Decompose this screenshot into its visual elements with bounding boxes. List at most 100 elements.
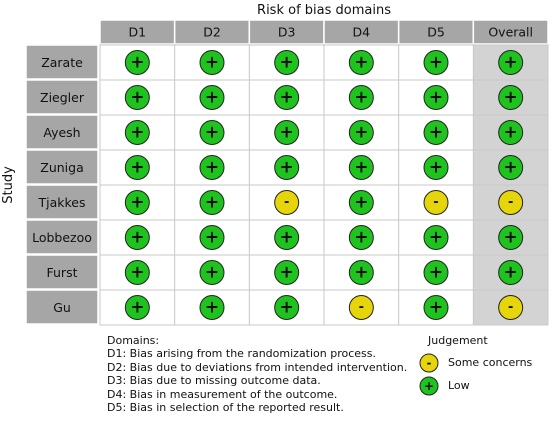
judgement-symbol-zuniga-d4: +	[354, 158, 368, 178]
judgement-symbol-ziegler-d4: +	[354, 88, 368, 108]
study-label-ayesh: Ayesh	[43, 125, 80, 140]
judgement-symbol-furst-d5: +	[429, 263, 443, 283]
judgement-symbol-ayesh-d3: +	[280, 123, 294, 143]
judgement-symbol-furst-d1: +	[130, 263, 144, 283]
judgement-symbol-lobbezoo-d1: +	[130, 228, 144, 248]
judgement-symbol-ayesh-overall: +	[504, 123, 518, 143]
judgement-symbol-tjakkes-d2: +	[205, 193, 219, 213]
judgement-symbol-gu-d1: +	[130, 298, 144, 318]
study-cell-ayesh	[25, 114, 99, 150]
judgement-mark-lobbezoo-d2	[199, 225, 225, 250]
judgement-mark-gu-d1	[124, 295, 150, 320]
judgement-symbol-ayesh-d2: +	[205, 123, 219, 143]
study-cell-tjakkes	[25, 184, 99, 220]
legend-symbol-low: +	[424, 379, 434, 393]
column-header-d1: D1	[129, 25, 147, 40]
judgement-symbol-ziegler-d5: +	[429, 88, 443, 108]
judgement-symbol-ziegler-overall: +	[504, 88, 518, 108]
judgement-mark-furst-overall	[498, 260, 524, 285]
domain-note-d2: D2: Bias due to deviations from intended…	[107, 360, 408, 374]
judgement-symbol-zuniga-d5: +	[429, 158, 443, 178]
column-header-d2: D2	[203, 25, 221, 40]
study-cell-zarate	[25, 44, 99, 80]
judgement-mark-ayesh-d1	[124, 120, 150, 145]
study-label-lobbezoo: Lobbezoo	[32, 230, 92, 245]
judgement-mark-zarate-d1	[124, 50, 150, 75]
judgement-mark-zarate-d5	[423, 50, 449, 75]
header-cell-d5	[397, 19, 475, 45]
judgement-mark-ayesh-d4	[348, 120, 374, 145]
domain-note-d1: D1: Bias arising from the randomization …	[107, 347, 377, 361]
domain-note-d4: D4: Bias in measurement of the outcome.	[107, 387, 338, 401]
column-header-d3: D3	[278, 25, 296, 40]
judgement-symbol-zarate-d3: +	[280, 53, 294, 73]
judgement-symbol-ziegler-d1: +	[130, 88, 144, 108]
judgement-symbol-zarate-overall: +	[504, 53, 518, 73]
legend-item-low: + Low	[416, 375, 550, 397]
judgement-symbol-tjakkes-d4: +	[354, 193, 368, 213]
judgement-symbol-tjakkes-d1: +	[130, 193, 144, 213]
judgement-mark-ziegler-overall	[498, 85, 524, 110]
judgement-symbol-gu-d5: +	[429, 298, 443, 318]
judgement-mark-furst-d4	[348, 260, 374, 285]
domain-notes-heading: Domains:	[107, 334, 160, 347]
some-concerns-icon: -	[419, 353, 439, 373]
judgement-symbol-zuniga-d3: +	[280, 158, 294, 178]
y-axis-label: Study	[1, 166, 16, 204]
judgement-legend: Judgement - Some concerns + Low	[416, 334, 550, 416]
judgement-symbol-ayesh-d4: +	[354, 123, 368, 143]
judgement-mark-ayesh-d2	[199, 120, 225, 145]
judgement-mark-furst-d3	[274, 260, 300, 285]
legend-label-some-concerns: Some concerns	[448, 356, 533, 369]
judgement-mark-ayesh-d3	[274, 120, 300, 145]
judgement-symbol-furst-d3: +	[280, 263, 294, 283]
judgement-symbol-tjakkes-overall: -	[508, 195, 513, 210]
study-cell-ziegler	[25, 79, 99, 115]
study-cell-lobbezoo	[25, 219, 99, 255]
judgement-mark-zarate-overall	[498, 50, 524, 75]
judgement-symbol-gu-d4: -	[359, 300, 364, 315]
judgement-symbol-furst-d2: +	[205, 263, 219, 283]
study-label-gu: Gu	[53, 300, 71, 315]
column-header-d5: D5	[427, 25, 445, 40]
judgement-symbol-ziegler-d2: +	[205, 88, 219, 108]
judgement-mark-gu-d5	[423, 295, 449, 320]
judgement-mark-lobbezoo-d1	[124, 225, 150, 250]
judgement-mark-tjakkes-d5	[423, 190, 449, 215]
judgement-mark-zuniga-overall	[498, 155, 524, 180]
chart-title: Risk of bias domains	[257, 3, 391, 18]
judgement-mark-ziegler-d1	[124, 85, 150, 110]
legend-label-low: Low	[448, 379, 470, 392]
judgement-symbol-ziegler-d3: +	[280, 88, 294, 108]
judgement-symbol-gu-d3: +	[280, 298, 294, 318]
judgement-symbol-zarate-d1: +	[130, 53, 144, 73]
study-label-furst: Furst	[47, 265, 78, 280]
judgement-symbol-ayesh-d5: +	[429, 123, 443, 143]
judgement-mark-gu-d4	[348, 295, 374, 320]
judgement-mark-ayesh-overall	[498, 120, 524, 145]
judgement-symbol-lobbezoo-d5: +	[429, 228, 443, 248]
study-cell-zuniga	[25, 149, 99, 185]
judgement-mark-tjakkes-d2	[199, 190, 225, 215]
judgement-symbol-zarate-d5: +	[429, 53, 443, 73]
study-label-tjakkes: Tjakkes	[37, 195, 85, 210]
judgement-symbol-tjakkes-d3: -	[284, 195, 289, 210]
judgement-symbol-zarate-d4: +	[354, 53, 368, 73]
judgement-symbol-furst-d4: +	[354, 263, 368, 283]
judgement-symbol-furst-overall: +	[504, 263, 518, 283]
domain-notes: Domains: D1: Bias arising from the rando…	[107, 334, 407, 414]
judgement-mark-tjakkes-d3	[274, 190, 300, 215]
judgement-mark-zuniga-d3	[274, 155, 300, 180]
judgement-mark-furst-d5	[423, 260, 449, 285]
judgement-symbol-zuniga-overall: +	[504, 158, 518, 178]
judgement-mark-lobbezoo-d5	[423, 225, 449, 250]
legend-symbol-some-concerns: -	[427, 356, 432, 370]
judgement-mark-ayesh-d5	[423, 120, 449, 145]
column-header-d4: D4	[353, 25, 371, 40]
judgement-mark-gu-d2	[199, 295, 225, 320]
domain-note-d5: D5: Bias in selection of the reported re…	[107, 401, 344, 415]
legend-item-some-concerns: - Some concerns	[416, 352, 550, 374]
study-cell-gu	[25, 289, 99, 325]
header-cell-d4	[323, 19, 400, 45]
